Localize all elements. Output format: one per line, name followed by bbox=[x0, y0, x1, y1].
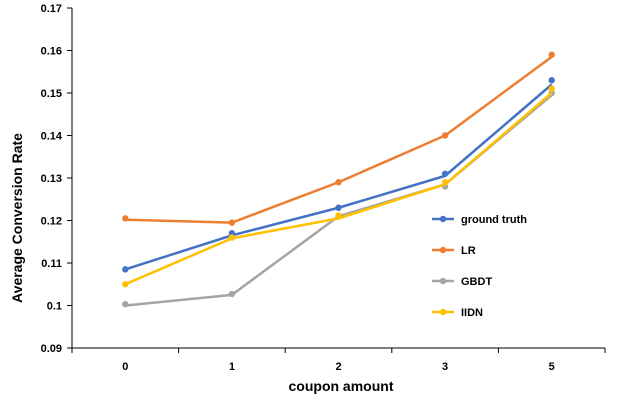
y-tick-label: 0.14 bbox=[41, 131, 63, 143]
data-point bbox=[335, 204, 342, 211]
series-lr bbox=[122, 51, 555, 226]
series-line bbox=[125, 94, 553, 307]
legend-item: IIDN bbox=[432, 307, 483, 319]
x-ticks: 0 1 2 3 5 bbox=[71, 348, 606, 373]
y-ticks: 0.09 0.1 0.11 0.12 0.13 0.14 0.15 0.16 0.17 bbox=[41, 3, 72, 355]
x-axis: 0 1 2 3 5 bbox=[71, 347, 606, 373]
series-line bbox=[124, 92, 553, 286]
y-axis: 0.09 0.1 0.11 0.12 0.13 0.14 0.15 0.16 0.17 bbox=[41, 3, 73, 355]
legend-label: IIDN bbox=[461, 307, 483, 319]
data-point bbox=[548, 51, 555, 58]
data-point bbox=[228, 290, 236, 298]
x-tick-label: 5 bbox=[549, 361, 555, 373]
y-axis-title: Average Conversion Rate bbox=[9, 133, 25, 303]
y-tick-label: 0.15 bbox=[41, 88, 62, 100]
data-point bbox=[441, 132, 449, 139]
legend: ground truth LR GBDT IIDN bbox=[432, 214, 527, 319]
legend-swatch-marker bbox=[439, 308, 447, 316]
x-tick-label: 2 bbox=[335, 361, 341, 373]
data-point bbox=[441, 179, 449, 186]
data-point bbox=[122, 301, 129, 308]
data-point bbox=[441, 170, 449, 177]
series-gbdt bbox=[122, 89, 555, 308]
y-tick-label: 0.17 bbox=[41, 3, 62, 15]
legend-swatch-marker bbox=[439, 277, 447, 285]
series-ground-truth bbox=[122, 77, 555, 273]
legend-label: ground truth bbox=[461, 214, 527, 226]
legend-item: LR bbox=[432, 245, 476, 257]
y-tick-label: 0.09 bbox=[41, 343, 62, 355]
y-tick-label: 0.13 bbox=[41, 173, 62, 185]
legend-label: GBDT bbox=[461, 276, 492, 288]
x-tick-label: 0 bbox=[122, 361, 128, 373]
data-point bbox=[228, 219, 236, 226]
series-iidn bbox=[122, 85, 555, 288]
data-point bbox=[335, 212, 342, 219]
data-point bbox=[228, 234, 236, 241]
legend-swatch-marker bbox=[439, 246, 447, 254]
data-point bbox=[122, 266, 129, 273]
x-axis-title: coupon amount bbox=[289, 378, 394, 394]
y-tick-label: 0.16 bbox=[41, 46, 62, 58]
data-point bbox=[122, 215, 129, 222]
series-line bbox=[124, 83, 553, 271]
legend-item: GBDT bbox=[432, 276, 492, 288]
data-point bbox=[335, 179, 342, 186]
legend-item: ground truth bbox=[432, 214, 527, 226]
data-point bbox=[122, 281, 129, 288]
x-tick-label: 1 bbox=[229, 361, 235, 373]
legend-swatch-marker bbox=[439, 215, 447, 223]
data-point bbox=[548, 85, 555, 92]
series-layer bbox=[122, 51, 555, 308]
y-tick-label: 0.12 bbox=[41, 216, 62, 228]
x-tick-label: 3 bbox=[442, 361, 448, 373]
legend-label: LR bbox=[461, 245, 476, 257]
y-tick-label: 0.11 bbox=[41, 258, 62, 270]
y-tick-label: 0.1 bbox=[47, 301, 62, 313]
data-point bbox=[548, 77, 555, 84]
